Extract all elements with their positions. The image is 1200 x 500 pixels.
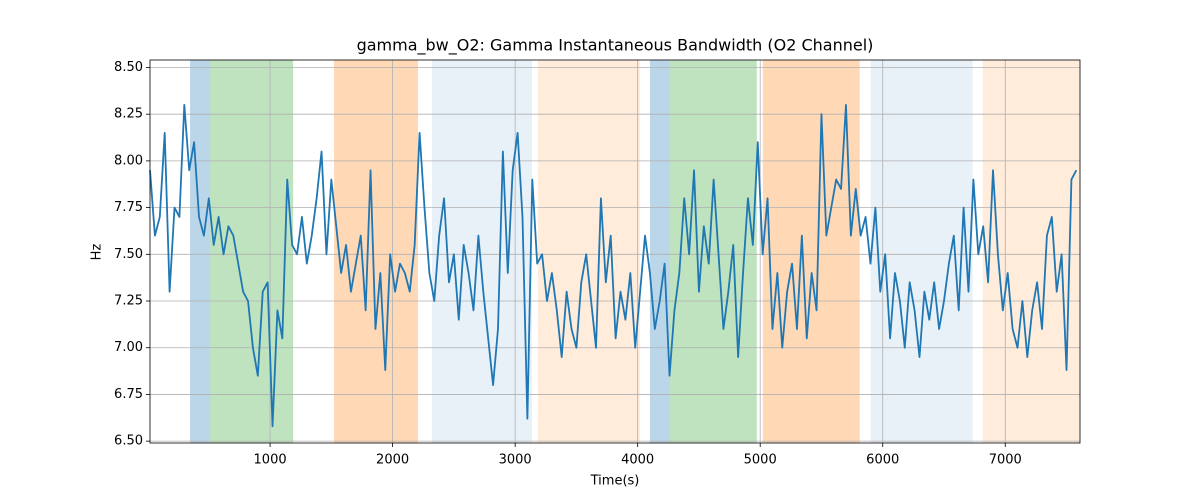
x-tick-label: 6000: [866, 453, 899, 468]
x-tick-label: 1000: [254, 453, 287, 468]
plot-frame: [149, 59, 1081, 444]
y-axis-label: Hz: [90, 244, 105, 261]
x-tick-label: 4000: [621, 453, 654, 468]
y-tick-label: 7.00: [114, 340, 143, 355]
y-tick-label: 6.50: [114, 434, 143, 449]
shaded-span: [334, 60, 418, 443]
shaded-span: [982, 60, 1080, 443]
y-tick-label: 8.50: [114, 60, 143, 75]
chart-title: gamma_bw_O2: Gamma Instantaneous Bandwid…: [357, 36, 874, 56]
x-tick-label: 7000: [989, 453, 1022, 468]
y-tick-label: 8.25: [114, 107, 143, 122]
x-tick-label: 3000: [499, 453, 532, 468]
y-tick-label: 7.25: [114, 294, 143, 309]
data-line: [149, 103, 1078, 428]
x-tick-label: 5000: [744, 453, 777, 468]
shaded-span: [669, 60, 757, 443]
shaded-span: [762, 60, 860, 443]
shaded-span: [870, 60, 973, 443]
shaded-span: [537, 60, 640, 443]
y-tick-label: 7.75: [114, 200, 143, 215]
shaded-span: [190, 60, 211, 443]
y-tick-label: 8.00: [114, 153, 143, 168]
y-tick-label: 7.50: [114, 247, 143, 262]
x-tick-label: 2000: [376, 453, 409, 468]
shaded-span: [649, 60, 670, 443]
x-axis-label: Time(s): [590, 474, 640, 489]
y-tick-label: 6.75: [114, 387, 143, 402]
